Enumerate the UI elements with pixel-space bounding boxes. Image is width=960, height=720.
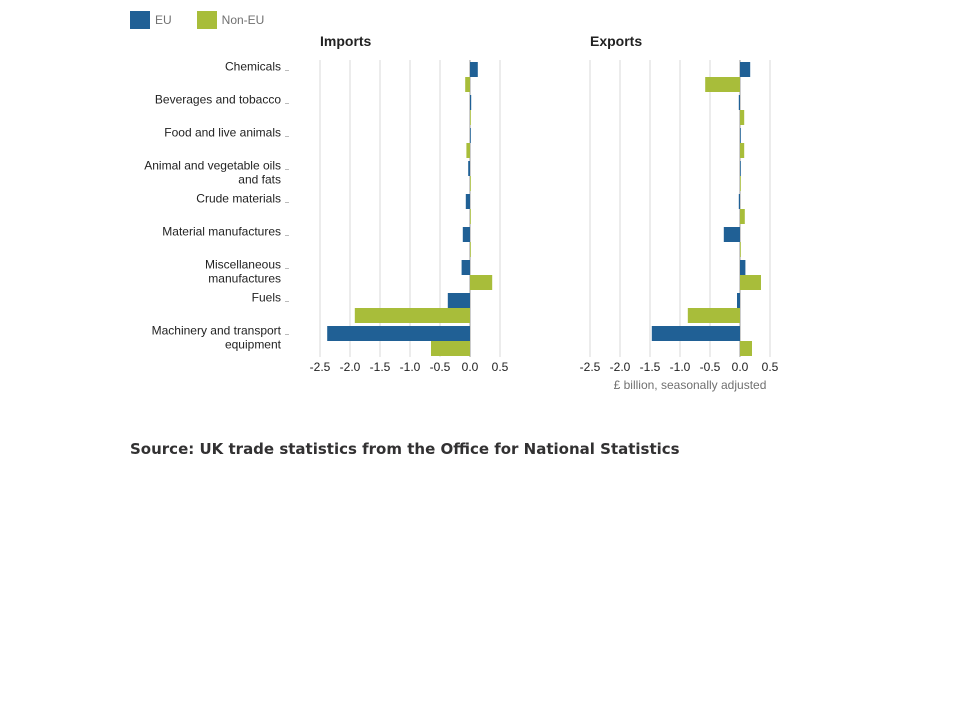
x-axis-label: £ billion, seasonally adjusted bbox=[614, 378, 767, 392]
bar-imports-eu-chemicals bbox=[470, 62, 478, 77]
bar-exports-non-eu-food-and-live-animals bbox=[740, 143, 745, 158]
bar-exports-eu-miscellaneous-manufactures bbox=[740, 260, 746, 275]
legend-swatch-non-eu bbox=[196, 11, 217, 29]
tick-label-exports: -1.5 bbox=[640, 360, 661, 374]
category-label-line: Material manufactures bbox=[162, 225, 281, 239]
bar-imports-non-eu-animal-and-vegetable-oils-and-fats bbox=[470, 176, 471, 191]
source-note: Source: UK trade statistics from the Off… bbox=[130, 440, 680, 458]
bar-exports-non-eu-chemicals bbox=[705, 77, 740, 92]
bar-imports-non-eu-machinery-and-transport-equipment bbox=[431, 341, 470, 356]
bar-imports-non-eu-material-manufactures bbox=[470, 242, 471, 257]
category-label-beverages-and-tobacco: Beverages and tobacco bbox=[155, 93, 281, 107]
category-label-line: Fuels bbox=[252, 291, 281, 305]
tick-label-exports: -2.5 bbox=[580, 360, 601, 374]
legend-item-non-eu[interactable]: Non-EU bbox=[196, 11, 265, 29]
bar-exports-non-eu-material-manufactures bbox=[740, 242, 741, 257]
bar-imports-eu-miscellaneous-manufactures bbox=[461, 260, 470, 275]
category-label-line: Crude materials bbox=[196, 192, 281, 206]
tick-label-imports: -2.5 bbox=[310, 360, 331, 374]
panel-title-exports: Exports bbox=[590, 33, 642, 49]
tick-label-exports: -0.5 bbox=[700, 360, 721, 374]
legend-label-eu: EU bbox=[155, 13, 172, 27]
bar-exports-eu-machinery-and-transport-equipment bbox=[651, 326, 740, 341]
category-label-line: Machinery and transport bbox=[152, 324, 282, 338]
tick-label-imports: -0.5 bbox=[430, 360, 451, 374]
category-label-line: Miscellaneous bbox=[205, 258, 281, 272]
bar-exports-non-eu-fuels bbox=[687, 308, 740, 323]
category-label-line: Beverages and tobacco bbox=[155, 93, 281, 107]
bar-exports-eu-animal-and-vegetable-oils-and-fats bbox=[740, 161, 741, 176]
category-label-line: Animal and vegetable oils bbox=[144, 159, 281, 173]
bar-exports-eu-material-manufactures bbox=[723, 227, 740, 242]
bar-imports-non-eu-beverages-and-tobacco bbox=[470, 110, 471, 125]
tick-label-imports: -2.0 bbox=[340, 360, 361, 374]
tick-label-exports: -2.0 bbox=[610, 360, 631, 374]
bar-imports-non-eu-chemicals bbox=[465, 77, 470, 92]
bar-imports-non-eu-fuels bbox=[354, 308, 470, 323]
tick-label-exports: -1.0 bbox=[670, 360, 691, 374]
bar-imports-eu-food-and-live-animals bbox=[470, 128, 471, 143]
bar-imports-eu-machinery-and-transport-equipment bbox=[327, 326, 470, 341]
tick-label-exports: 0.0 bbox=[732, 360, 749, 374]
tick-label-imports: -1.5 bbox=[370, 360, 391, 374]
tick-label-imports: 0.0 bbox=[462, 360, 479, 374]
bar-exports-non-eu-crude-materials bbox=[740, 209, 745, 224]
bar-exports-eu-beverages-and-tobacco bbox=[738, 95, 740, 110]
category-label-line: and fats bbox=[238, 173, 281, 187]
category-label-line: equipment bbox=[225, 338, 282, 352]
category-label-animal-and-vegetable-oils-and-fats: Animal and vegetable oils and fats bbox=[144, 159, 281, 187]
category-label-chemicals: Chemicals bbox=[225, 60, 281, 74]
tick-label-imports: 0.5 bbox=[492, 360, 509, 374]
category-label-line: manufactures bbox=[208, 272, 281, 286]
category-label-material-manufactures: Material manufactures bbox=[162, 225, 281, 239]
legend: EU Non-EU bbox=[130, 11, 289, 29]
bar-imports-non-eu-miscellaneous-manufactures bbox=[470, 275, 493, 290]
bar-exports-eu-chemicals bbox=[740, 62, 751, 77]
category-label-fuels: Fuels bbox=[252, 291, 281, 305]
bar-imports-non-eu-food-and-live-animals bbox=[466, 143, 470, 158]
bar-exports-eu-fuels bbox=[737, 293, 740, 308]
bar-exports-non-eu-animal-and-vegetable-oils-and-fats bbox=[740, 176, 741, 191]
category-label-miscellaneous-manufactures: Miscellaneous manufactures bbox=[205, 258, 281, 286]
bar-exports-eu-food-and-live-animals bbox=[740, 128, 741, 143]
panel-title-imports: Imports bbox=[320, 33, 372, 49]
bar-imports-eu-fuels bbox=[447, 293, 470, 308]
bar-imports-non-eu-crude-materials bbox=[470, 209, 471, 224]
bar-imports-eu-beverages-and-tobacco bbox=[470, 95, 472, 110]
category-label-line: Chemicals bbox=[225, 60, 281, 74]
bar-imports-eu-material-manufactures bbox=[462, 227, 470, 242]
legend-swatch-eu bbox=[130, 11, 150, 29]
legend-label-non-eu: Non-EU bbox=[221, 13, 265, 27]
bar-imports-eu-crude-materials bbox=[465, 194, 470, 209]
category-label-crude-materials: Crude materials bbox=[196, 192, 281, 206]
bar-exports-non-eu-machinery-and-transport-equipment bbox=[740, 341, 752, 356]
bar-exports-non-eu-miscellaneous-manufactures bbox=[740, 275, 761, 290]
tick-label-exports: 0.5 bbox=[762, 360, 779, 374]
category-label-food-and-live-animals: Food and live animals bbox=[164, 126, 281, 140]
tick-label-imports: -1.0 bbox=[400, 360, 421, 374]
legend-item-eu[interactable]: EU bbox=[130, 11, 172, 29]
trade-chart: Chemicals Beverages and tobacco Food and l… bbox=[144, 33, 779, 392]
bar-exports-eu-crude-materials bbox=[738, 194, 740, 209]
category-label-machinery-and-transport-equipment: Machinery and transport equipment bbox=[152, 324, 282, 352]
bar-imports-eu-animal-and-vegetable-oils-and-fats bbox=[468, 161, 470, 176]
bar-exports-non-eu-beverages-and-tobacco bbox=[740, 110, 745, 125]
category-label-line: Food and live animals bbox=[164, 126, 281, 140]
